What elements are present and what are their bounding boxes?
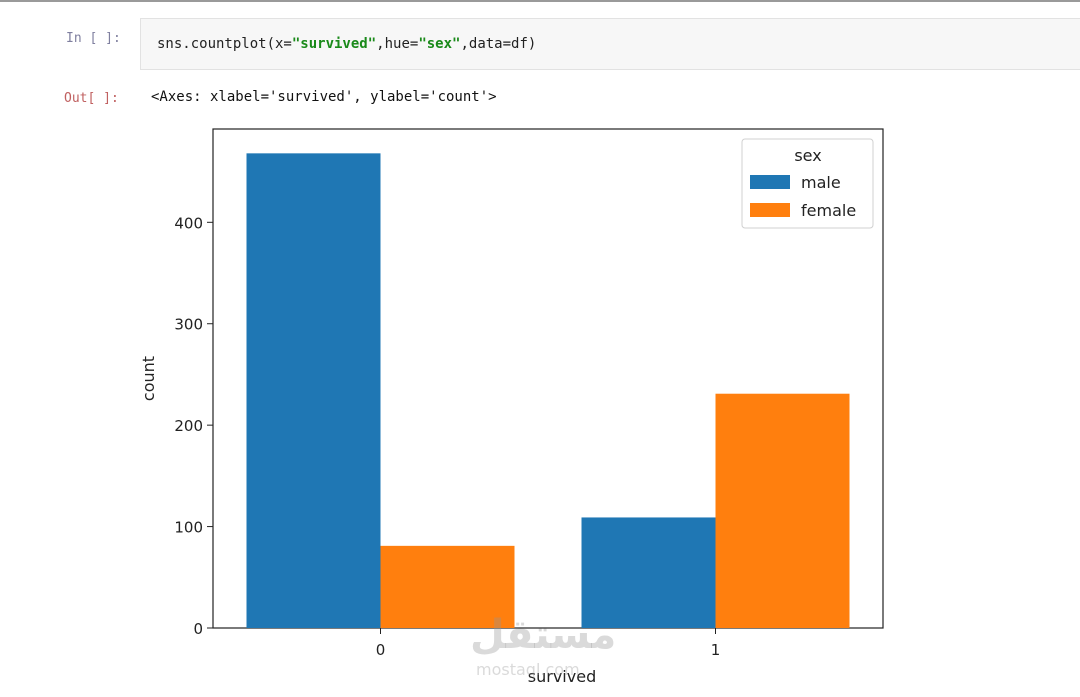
bar-female-0 bbox=[380, 545, 515, 628]
y-tick-label-0: 0 bbox=[193, 620, 203, 638]
y-axis-label: count bbox=[139, 356, 158, 401]
legend-label-male: male bbox=[801, 173, 841, 192]
y-tick-label-400: 400 bbox=[174, 214, 203, 232]
bar-male-1 bbox=[581, 517, 716, 628]
y-ticks-group: 0 100 200 300 400 bbox=[174, 214, 213, 638]
code-prefix: sns.countplot(x= bbox=[157, 36, 292, 52]
axes-frame bbox=[212, 128, 884, 629]
y-tick-label-200: 200 bbox=[174, 417, 203, 435]
legend-swatch-male bbox=[750, 175, 790, 189]
code-mid: ,hue= bbox=[376, 36, 419, 52]
legend-swatch-female bbox=[750, 203, 790, 217]
output-prompt: Out[ ]: bbox=[64, 91, 119, 106]
bars-group bbox=[246, 153, 850, 628]
y-tick-label-100: 100 bbox=[174, 519, 203, 537]
legend-title: sex bbox=[794, 146, 821, 165]
code-arg-hue: "sex" bbox=[418, 36, 461, 52]
code-suffix: ,data=df) bbox=[460, 36, 537, 52]
x-tick-label-1: 1 bbox=[711, 641, 721, 659]
bar-male-0 bbox=[246, 153, 381, 628]
y-tick-label-300: 300 bbox=[174, 316, 203, 334]
code-cell-input[interactable]: sns.countplot(x="survived",hue="sex",dat… bbox=[140, 18, 1080, 70]
output-repr-text: <Axes: xlabel='survived', ylabel='count'… bbox=[151, 89, 497, 105]
notebook-top-border bbox=[0, 0, 1080, 2]
input-prompt: In [ ]: bbox=[66, 31, 121, 46]
x-tick-label-0: 0 bbox=[376, 641, 386, 659]
code-arg-x: "survived" bbox=[291, 36, 377, 52]
legend-items: male female bbox=[750, 173, 856, 220]
code-line[interactable]: sns.countplot(x="survived",hue="sex",dat… bbox=[157, 36, 536, 52]
bar-female-1 bbox=[715, 393, 850, 628]
legend: sex male female bbox=[741, 138, 874, 229]
legend-label-female: female bbox=[801, 201, 856, 220]
x-axis-label: survived bbox=[528, 667, 596, 686]
